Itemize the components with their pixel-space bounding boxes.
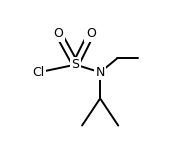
Text: O: O [54,27,64,40]
Text: Cl: Cl [33,66,45,79]
Text: S: S [72,58,80,71]
Text: O: O [86,27,96,40]
Text: N: N [96,66,105,79]
